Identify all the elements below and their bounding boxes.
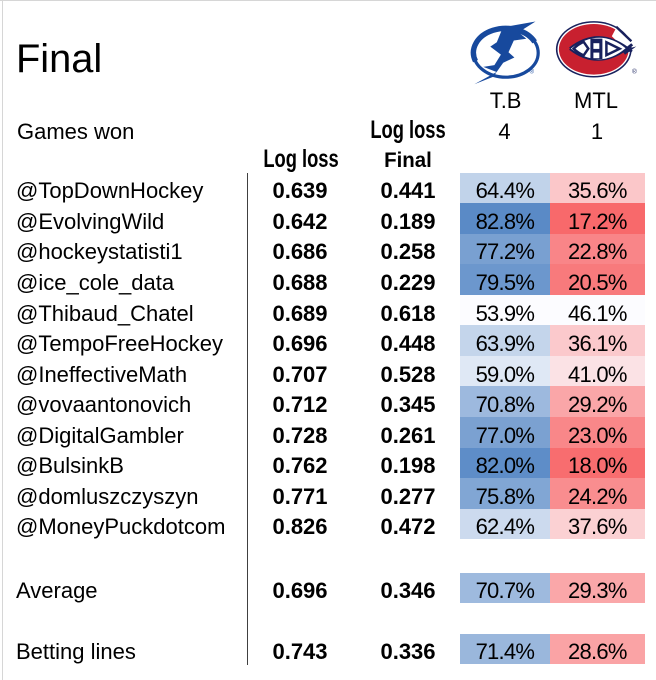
svg-text:®: ® bbox=[530, 69, 535, 76]
svg-text:®: ® bbox=[632, 68, 637, 76]
